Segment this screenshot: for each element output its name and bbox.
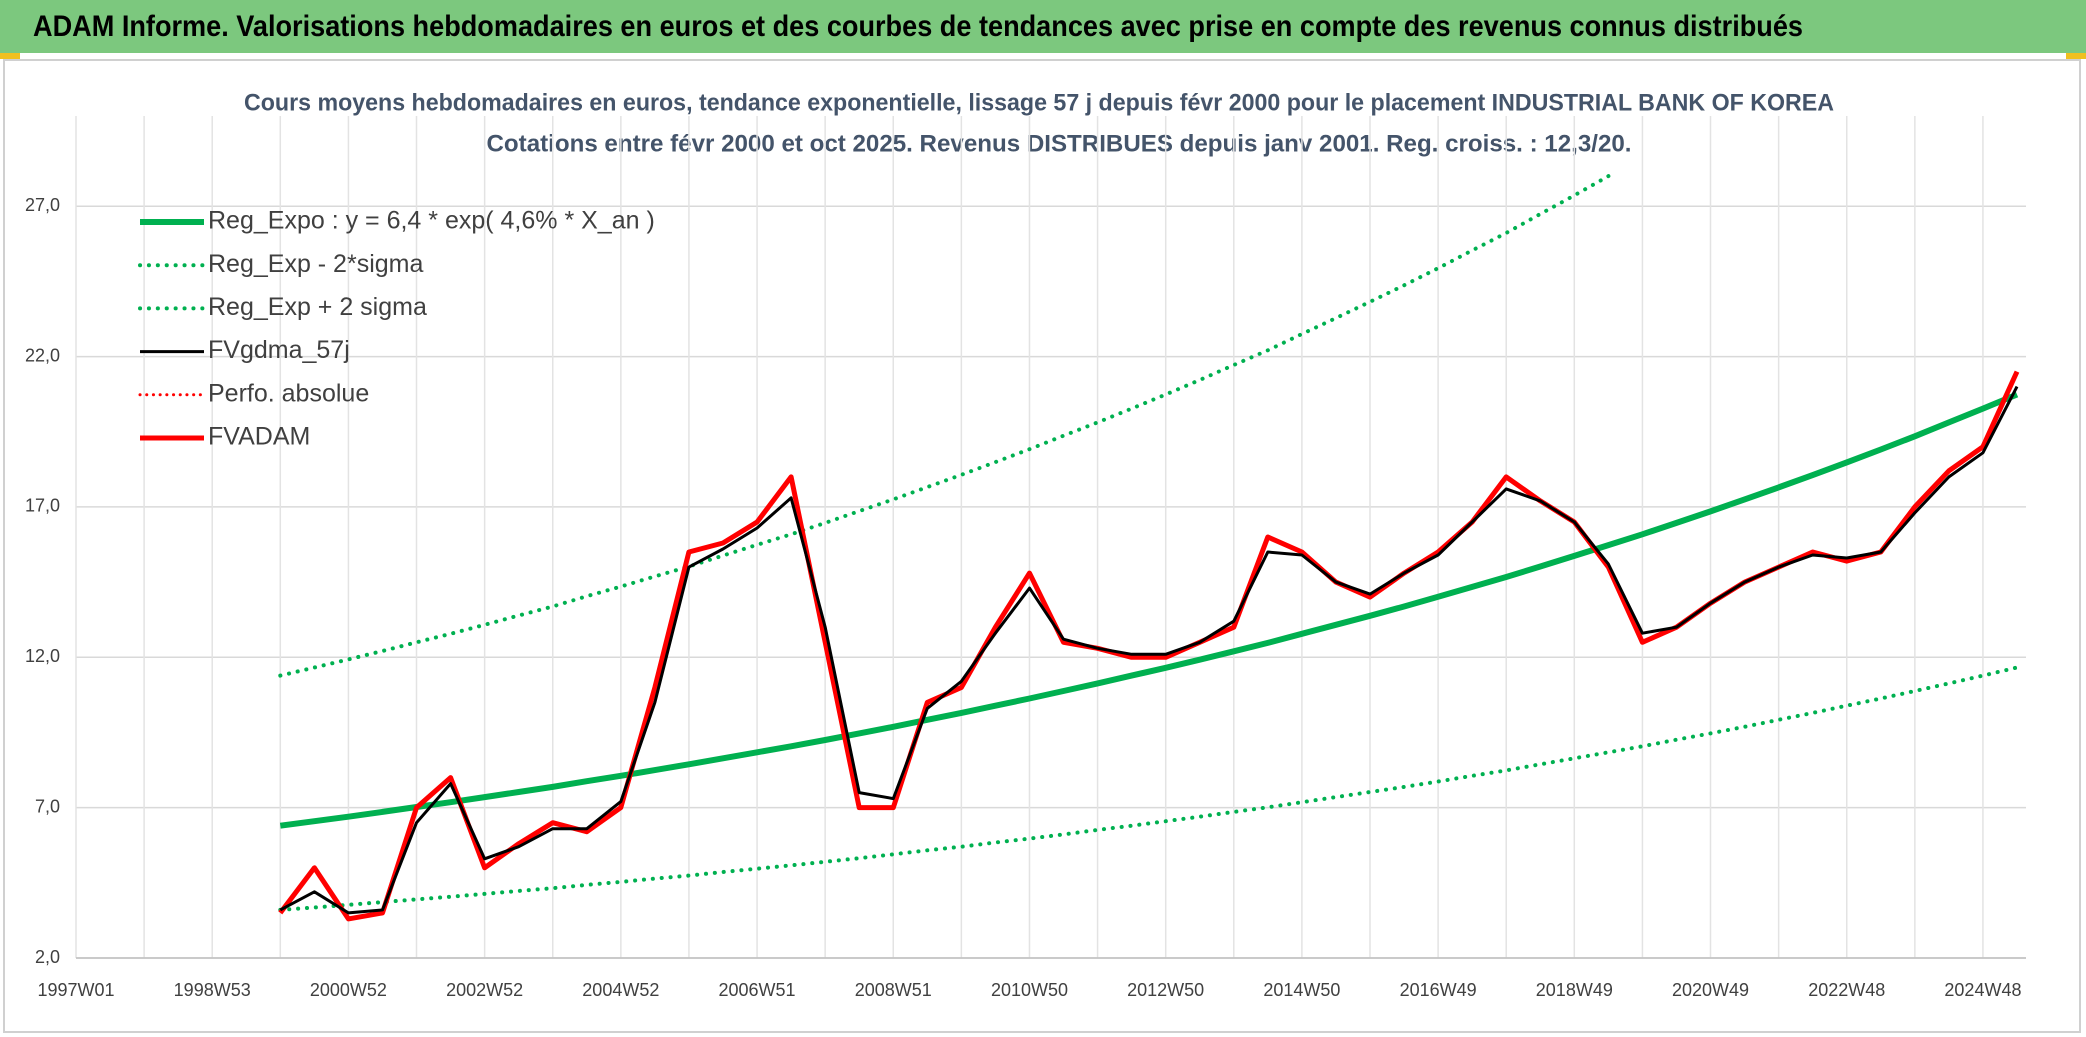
series-line (278, 665, 2019, 912)
corner-mark (2066, 53, 2086, 59)
x-tick-label: 2000W52 (310, 980, 387, 1000)
x-tick-label: 2014W50 (1263, 980, 1340, 1000)
legend-label: FVADAM (208, 423, 310, 451)
chart-subtitle: Cotations entre févr 2000 et oct 2025. R… (487, 130, 1632, 157)
x-tick-label: 2016W49 (1400, 980, 1477, 1000)
x-tick-label: 2012W50 (1127, 980, 1204, 1000)
x-tick-label: 2024W48 (1944, 980, 2021, 1000)
y-tick-label: 2,0 (35, 947, 60, 967)
chart-title: Cours moyens hebdomadaires en euros, ten… (244, 89, 1834, 116)
y-tick-label: 27,0 (25, 195, 60, 215)
legend-label: Reg_Expo : y = 6,4 * exp( 4,6% * X_an ) (208, 207, 655, 235)
x-tick-label: 2022W48 (1808, 980, 1885, 1000)
y-tick-label: 7,0 (35, 796, 60, 816)
legend-label: Reg_Exp + 2 sigma (208, 293, 427, 321)
y-tick-label: 22,0 (25, 345, 60, 365)
header-bar (0, 0, 2086, 53)
corner-mark (0, 53, 20, 59)
x-tick-label: 2020W49 (1672, 980, 1749, 1000)
x-tick-label: 1998W53 (174, 980, 251, 1000)
series-line (278, 174, 1611, 678)
x-tick-label: 2010W50 (991, 980, 1068, 1000)
series-line (279, 391, 2019, 829)
x-tick-label: 2002W52 (446, 980, 523, 1000)
plot-area (278, 174, 2020, 922)
legend-label: FVgdma_57j (208, 336, 350, 364)
x-tick-label: 2018W49 (1536, 980, 1613, 1000)
x-tick-label: 2006W51 (719, 980, 796, 1000)
series-line (279, 385, 2019, 915)
header-title: ADAM Informe. Valorisations hebdomadaire… (33, 10, 1803, 43)
legend-label: Perfo. absolue (208, 379, 369, 407)
x-tick-label: 1997W01 (37, 980, 114, 1000)
chart-frame (3, 59, 2081, 1033)
y-tick-label: 17,0 (25, 496, 60, 516)
y-tick-label: 12,0 (25, 646, 60, 666)
x-tick-label: 2004W52 (582, 980, 659, 1000)
x-tick-label: 2008W51 (855, 980, 932, 1000)
legend-label: Reg_Exp - 2*sigma (208, 250, 423, 278)
